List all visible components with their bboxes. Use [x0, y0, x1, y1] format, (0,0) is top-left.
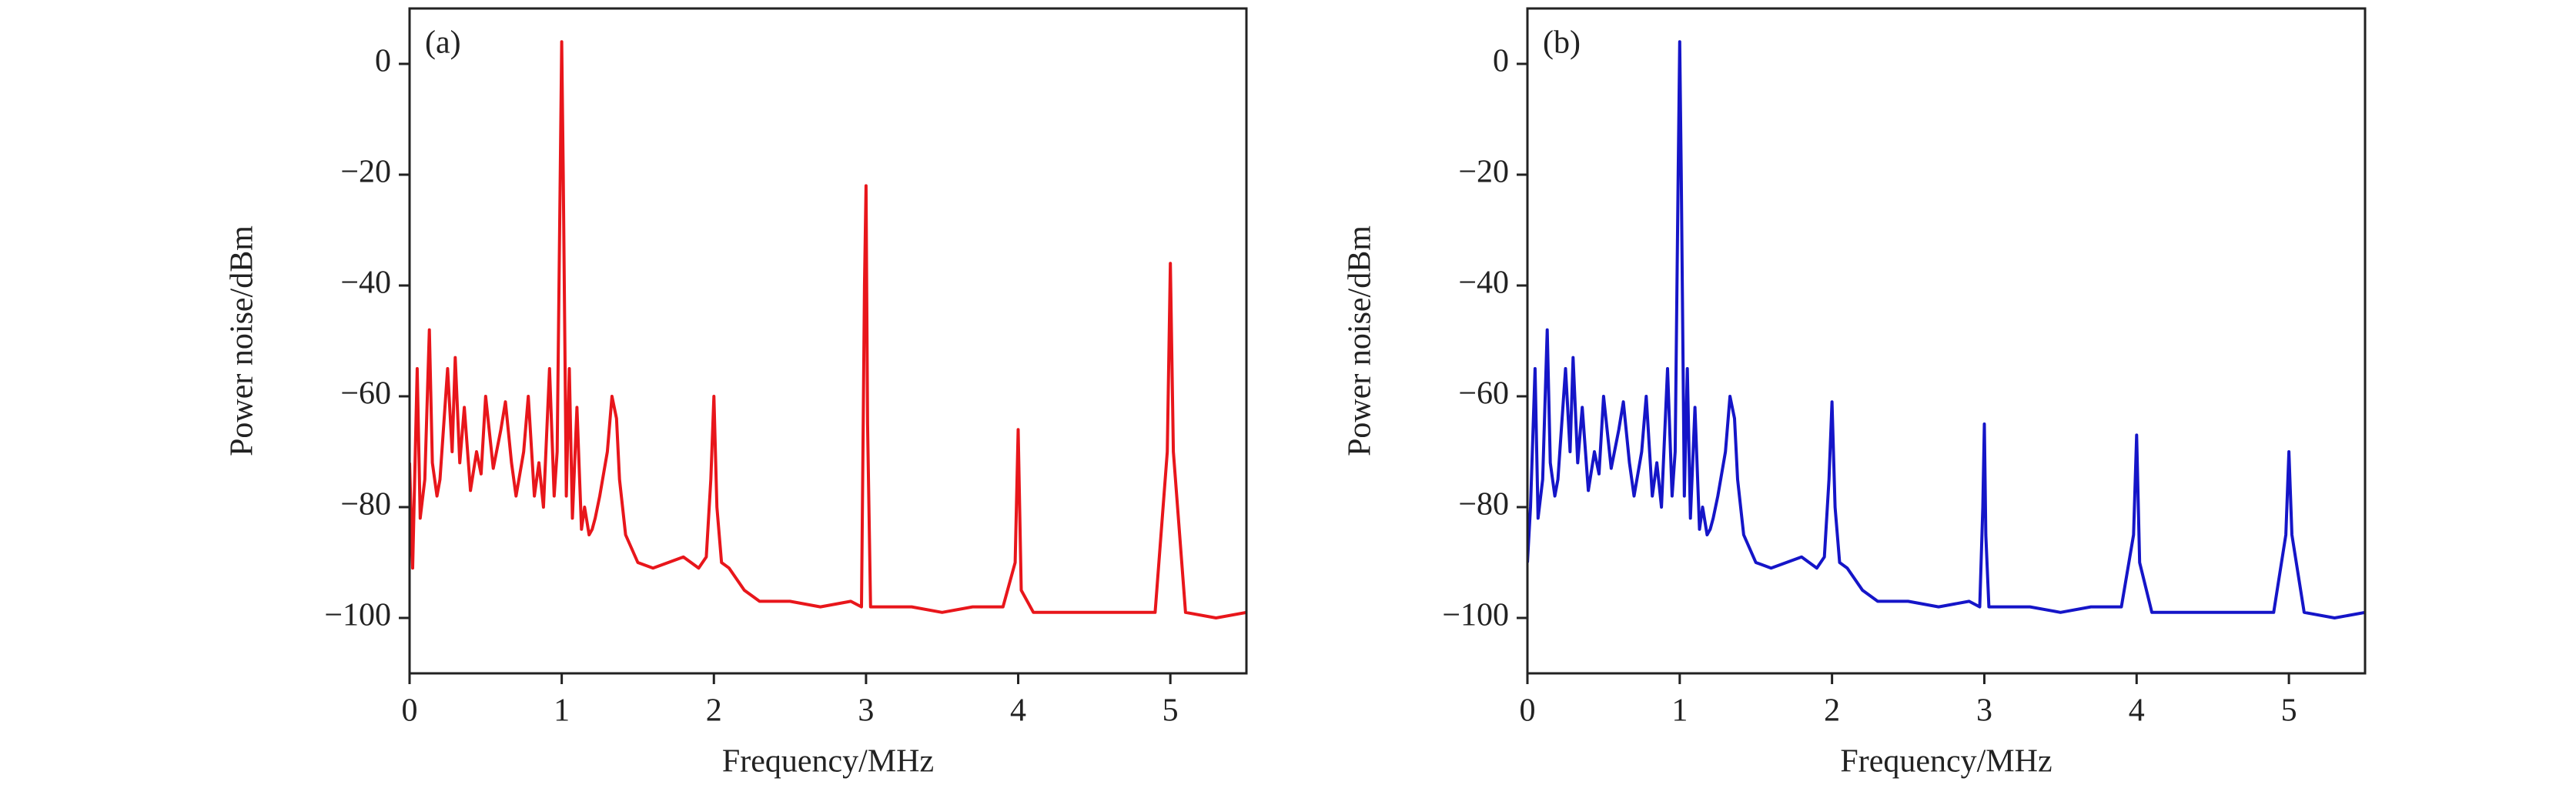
x-tick-label: 1 [554, 693, 570, 729]
x-tick-label: 3 [858, 693, 874, 729]
data-line [410, 40, 1246, 619]
x-tick-label: 1 [1671, 693, 1688, 729]
x-tick-label: 0 [1520, 693, 1536, 729]
y-tick-label: 0 [375, 44, 391, 79]
data-line [1527, 40, 2365, 619]
y-axis-label: Power noise/dBm [225, 225, 260, 456]
y-tick-label: −20 [1458, 155, 1509, 190]
y-tick-label: −100 [1442, 598, 1509, 633]
y-tick-label: 0 [1493, 44, 1509, 79]
y-tick-label: −80 [340, 487, 391, 523]
x-axis-label: Frequency/MHz [722, 744, 934, 780]
x-tick-label: 5 [2281, 693, 2297, 729]
y-tick-label: −20 [340, 155, 391, 190]
x-tick-label: 0 [402, 693, 418, 729]
y-tick-label: −40 [340, 265, 391, 301]
x-tick-label: 4 [1010, 693, 1026, 729]
x-tick-label: 4 [2129, 693, 2145, 729]
y-tick-label: −40 [1458, 265, 1509, 301]
plot-frame [1526, 7, 2367, 675]
y-tick-label: −100 [324, 598, 391, 633]
annotation: (b) [1543, 25, 1581, 61]
plot-frame [408, 7, 1248, 675]
x-tick-label: 3 [1976, 693, 1992, 729]
annotation: (a) [425, 25, 461, 61]
y-tick-label: −80 [1458, 487, 1509, 523]
y-tick-label: −60 [1458, 376, 1509, 412]
x-tick-label: 2 [706, 693, 722, 729]
x-tick-label: 2 [1824, 693, 1840, 729]
y-axis-label: Power noise/dBm [1343, 225, 1378, 456]
x-tick-label: 5 [1163, 693, 1179, 729]
x-axis-label: Frequency/MHz [1840, 744, 2052, 780]
y-tick-label: −60 [340, 376, 391, 412]
